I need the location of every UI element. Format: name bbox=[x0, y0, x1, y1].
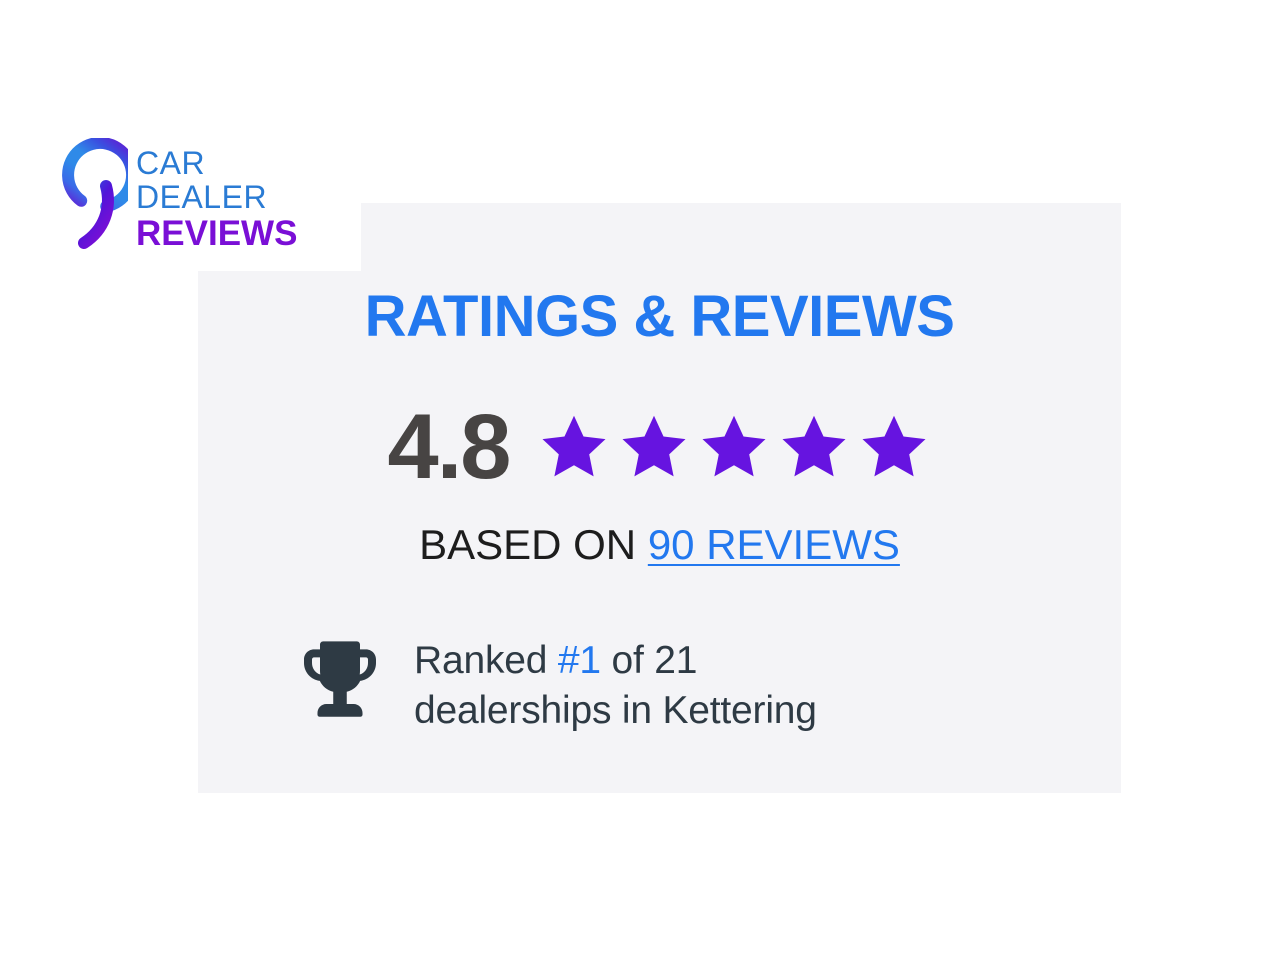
rating-score-row: 4.8 bbox=[198, 401, 1121, 493]
ranking-line-2: dealerships in Kettering bbox=[414, 688, 817, 732]
ranking-text: Ranked #1 of 21 dealerships in Kettering bbox=[414, 636, 817, 735]
star-icon bbox=[777, 411, 851, 483]
star-icon bbox=[617, 411, 691, 483]
spiral-nine-icon bbox=[26, 136, 139, 261]
rating-score: 4.8 bbox=[387, 396, 512, 498]
brand-wordmark: CAR DEALER REVIEWS bbox=[136, 144, 298, 253]
page-title: RATINGS & REVIEWS bbox=[364, 284, 955, 349]
star-icon bbox=[857, 411, 931, 483]
ranking-position: #1 bbox=[557, 638, 601, 682]
star-icon bbox=[537, 411, 611, 483]
ranking-prefix: Ranked bbox=[414, 638, 558, 682]
based-on-row: BASED ON 90 REVIEWS bbox=[198, 521, 1121, 569]
brand-line-reviews: REVIEWS bbox=[136, 213, 298, 253]
based-on-label: BASED ON bbox=[419, 521, 637, 568]
ranking-row: Ranked #1 of 21 dealerships in Kettering bbox=[290, 635, 817, 736]
star-icon bbox=[697, 411, 771, 483]
ratings-reviews-card: RATINGS & REVIEWS 4.8 bbox=[198, 203, 1121, 793]
trophy-icon bbox=[290, 635, 414, 736]
ranking-line-1: Ranked #1 of 21 bbox=[414, 636, 817, 686]
star-rating bbox=[537, 411, 931, 483]
ranking-suffix: of 21 bbox=[600, 638, 698, 682]
brand-line-dealer: DEALER bbox=[136, 179, 268, 216]
reviews-count-link[interactable]: 90 REVIEWS bbox=[647, 521, 900, 568]
brand-line-car: CAR bbox=[136, 144, 206, 181]
brand-logo[interactable]: CAR DEALER REVIEWS bbox=[26, 134, 356, 264]
